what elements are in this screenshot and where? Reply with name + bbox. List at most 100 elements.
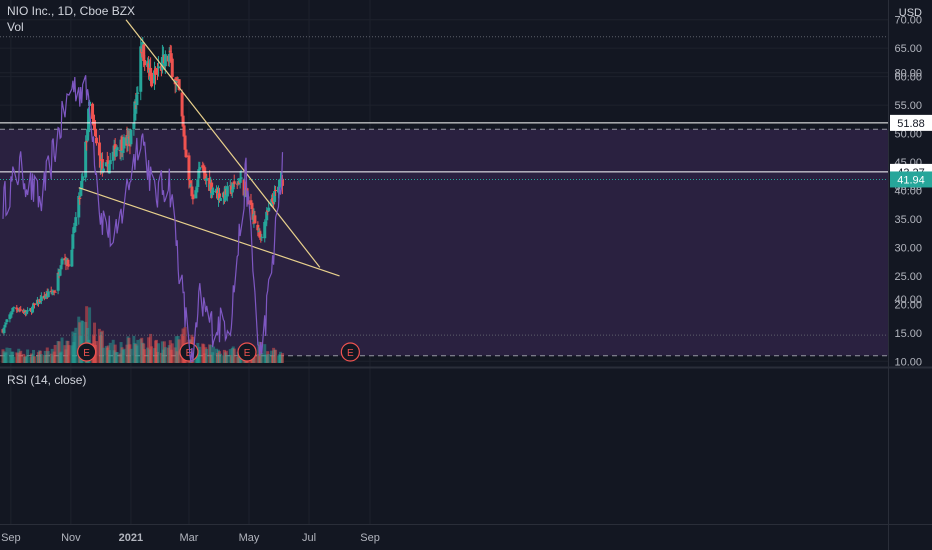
candle-body	[210, 182, 214, 193]
candle-body	[70, 249, 74, 267]
chart-title[interactable]: NIO Inc., 1D, Cboe BZX	[7, 4, 136, 18]
trendlines[interactable]	[78, 19, 340, 277]
candle-body	[167, 53, 171, 62]
candle-body	[17, 310, 21, 312]
volume-bar	[12, 356, 16, 363]
candle-body	[94, 137, 98, 144]
candle-body	[63, 258, 67, 261]
price-tick-label: 55.00	[894, 100, 922, 112]
volume-bar	[155, 339, 159, 363]
earnings-marker[interactable]	[237, 342, 257, 362]
candle-body	[239, 177, 243, 179]
candle-body	[260, 237, 264, 239]
volume-bar	[74, 327, 78, 363]
volume-bar	[67, 345, 71, 363]
candle-body	[142, 44, 146, 62]
candle-body	[2, 327, 6, 334]
candle-body	[156, 66, 160, 69]
candle-body	[169, 53, 173, 62]
volume-bar	[156, 343, 160, 363]
candle-body	[8, 314, 12, 320]
volume-bar	[101, 347, 105, 363]
candle-body	[93, 120, 97, 131]
candle-body	[52, 291, 56, 293]
candle-body	[5, 319, 9, 323]
volume-bar	[170, 343, 174, 363]
candle-body	[31, 306, 35, 313]
candle-body	[101, 168, 105, 173]
candle-body	[59, 265, 63, 270]
volume-bar	[19, 350, 23, 363]
trendline-lower[interactable]	[78, 187, 340, 277]
candle-body	[81, 176, 85, 181]
candle-body	[39, 296, 43, 301]
candle-body	[196, 179, 200, 188]
candle-body	[197, 169, 201, 179]
earnings-marker[interactable]	[340, 342, 360, 362]
candle-body	[231, 182, 235, 190]
candle-body	[9, 314, 13, 316]
volume-bar	[263, 344, 267, 363]
candle-body	[25, 311, 29, 314]
candle-body	[12, 307, 16, 309]
candle-body	[205, 178, 209, 181]
candle-body	[85, 141, 89, 143]
candle-body	[280, 178, 284, 186]
candle-body	[263, 221, 267, 239]
candle-body	[228, 185, 232, 187]
candle-body	[87, 108, 91, 133]
candle-body	[190, 186, 194, 197]
volume-bar	[232, 348, 236, 363]
volume-bar	[32, 356, 36, 363]
candle-body	[184, 149, 188, 158]
candle-body	[149, 67, 153, 77]
candle-body	[122, 137, 126, 149]
volume-bar	[39, 354, 43, 363]
volume-bar	[143, 349, 147, 363]
candle-body	[211, 189, 215, 195]
candle-body	[132, 122, 136, 130]
candle-body	[107, 163, 111, 174]
earnings-marker[interactable]	[77, 342, 97, 362]
candle-body	[19, 309, 23, 311]
rsi-tick-label: 80.00	[894, 68, 922, 80]
candle-body	[97, 142, 101, 156]
candle-body	[136, 92, 140, 94]
candle-body	[182, 125, 186, 137]
price-label-box	[890, 171, 932, 188]
time-tick-label: Nov	[61, 532, 81, 544]
rsi-tick-label: 40.00	[894, 294, 922, 306]
candle-body	[180, 92, 184, 117]
volume-bar	[212, 346, 216, 363]
candle-body	[120, 136, 124, 151]
candlestick-series[interactable]	[1, 36, 284, 336]
candle-body	[49, 290, 53, 293]
candle-body	[267, 207, 271, 212]
candle-body	[126, 135, 130, 144]
candle-body	[257, 231, 261, 233]
candle-body	[84, 141, 88, 178]
rsi-label[interactable]: RSI (14, close)	[7, 373, 87, 387]
candle-body	[272, 202, 276, 204]
volume-bar	[198, 346, 202, 363]
candle-body	[150, 72, 154, 87]
volume-label[interactable]: Vol	[7, 20, 24, 34]
time-tick-label: 2021	[119, 532, 143, 544]
candle-body	[189, 184, 193, 188]
candle-body	[168, 50, 172, 53]
price-tick-label: 65.00	[894, 43, 922, 55]
candle-body	[72, 227, 76, 234]
candle-body	[198, 167, 202, 170]
trendline-upper[interactable]	[125, 19, 321, 268]
volume-bar	[136, 339, 140, 363]
earnings-marker-label: E	[83, 348, 90, 359]
volume-bar	[259, 342, 263, 363]
candle-body	[105, 160, 109, 162]
candle-body	[195, 187, 199, 193]
candle-body	[238, 178, 242, 183]
candle-body	[10, 312, 14, 315]
candle-body	[111, 151, 115, 161]
